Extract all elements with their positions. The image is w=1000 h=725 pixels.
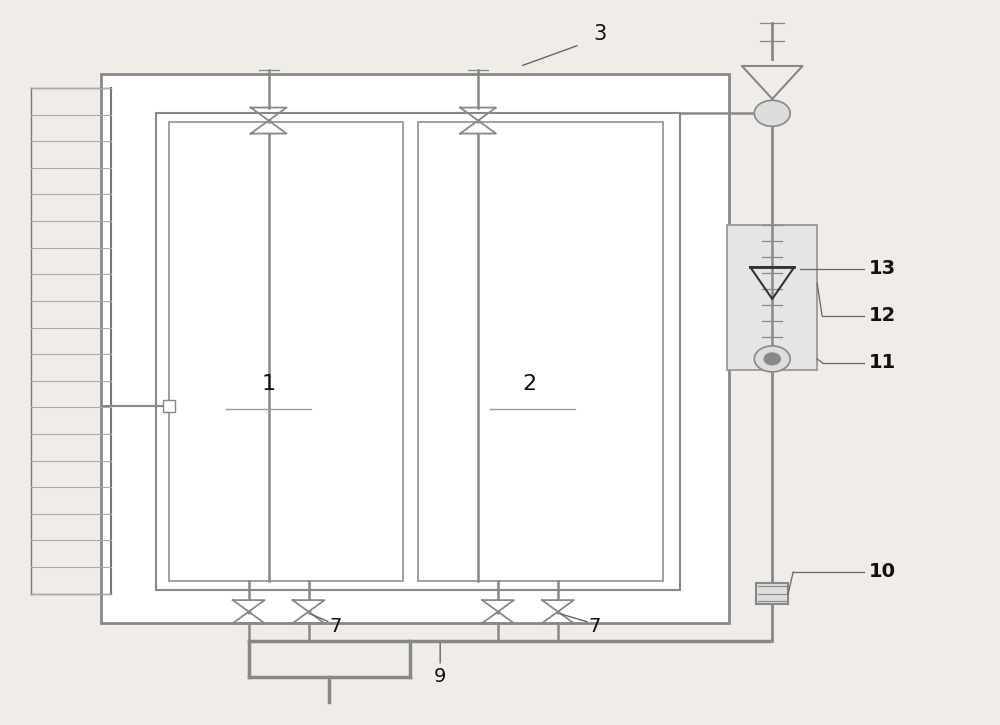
- Bar: [727, 225, 817, 370]
- Text: 7: 7: [589, 616, 601, 636]
- Bar: [418, 122, 663, 581]
- Bar: [756, 583, 788, 605]
- Text: 11: 11: [869, 353, 896, 372]
- Text: 3: 3: [593, 24, 606, 44]
- Bar: [101, 74, 729, 623]
- Text: 13: 13: [869, 259, 896, 278]
- Text: 1: 1: [262, 374, 276, 394]
- Bar: [169, 122, 403, 581]
- Circle shape: [754, 346, 790, 372]
- Text: 7: 7: [329, 616, 342, 636]
- Bar: [156, 113, 680, 590]
- Bar: [163, 400, 175, 412]
- Text: 10: 10: [869, 563, 896, 581]
- Text: 9: 9: [434, 667, 446, 686]
- Text: 2: 2: [523, 374, 537, 394]
- Text: 12: 12: [869, 306, 896, 325]
- Circle shape: [754, 100, 790, 126]
- Circle shape: [764, 353, 780, 365]
